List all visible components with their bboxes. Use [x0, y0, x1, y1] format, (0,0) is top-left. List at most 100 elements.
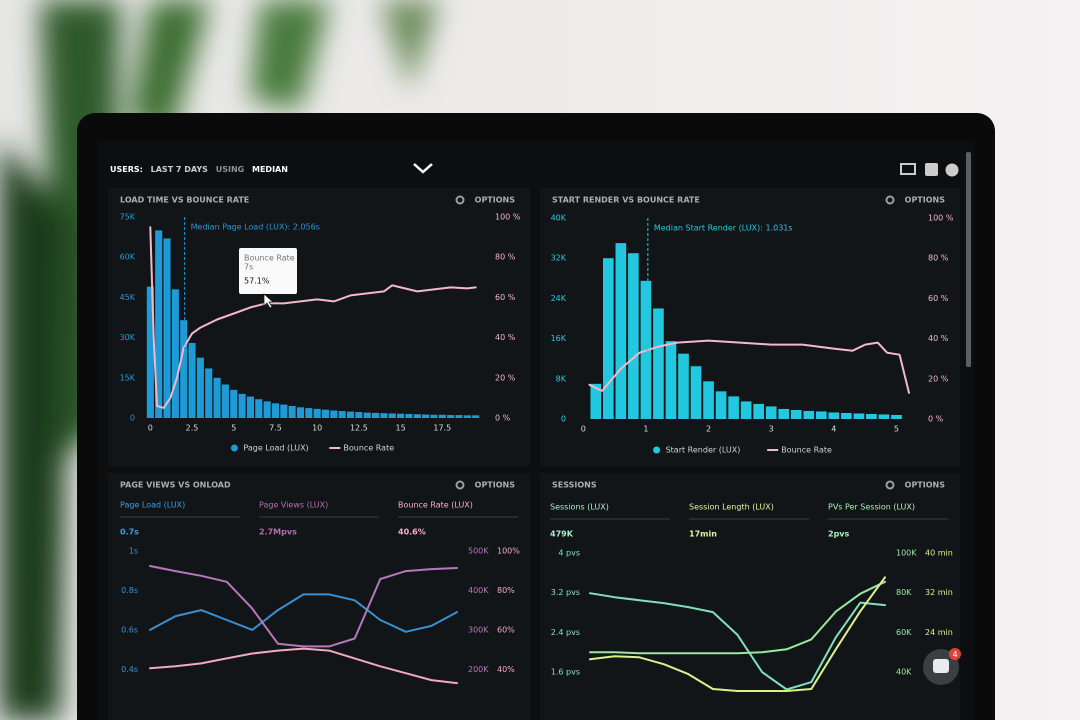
metric-value: 479K [550, 530, 574, 539]
bar [447, 415, 455, 418]
metric-value: 0.7s [120, 528, 139, 537]
y-tick-label: 8K [556, 374, 567, 383]
title-part: USING [216, 165, 245, 174]
monitor-icon[interactable] [900, 163, 916, 175]
y2-tick-label: 100K [896, 549, 917, 558]
x-tick-label: 5 [231, 424, 236, 433]
panel [108, 473, 530, 720]
bar [715, 391, 727, 419]
chart: SESSIONS OPTIONS 1.6 pvs 2.4 pvs 3.2 pvs 4 pv… [550, 480, 953, 692]
legend-marker [653, 446, 661, 454]
y-tick-label: 40K [551, 214, 567, 223]
chat-icon [933, 659, 949, 673]
bar [155, 230, 163, 418]
bar [891, 414, 902, 419]
x-tick-label: 7.5 [269, 424, 282, 433]
bar [372, 412, 380, 418]
metric-value: 2pvs [828, 530, 850, 539]
bar [280, 404, 288, 418]
y-tick-label: 0 [130, 414, 135, 423]
dropdown-icon[interactable] [413, 163, 433, 174]
bar [740, 401, 752, 419]
chart-icon[interactable] [925, 163, 938, 176]
options-button[interactable]: OPTIONS [905, 196, 946, 205]
tooltip-title: Bounce Rate [244, 254, 295, 263]
y-tick-label: 60K [120, 253, 136, 262]
metric-value: 17min [689, 530, 717, 539]
help-icon[interactable] [945, 163, 959, 177]
y2-tick-label: 80 % [495, 253, 516, 262]
tooltip [239, 248, 297, 294]
y-tick-label: 1s [129, 547, 138, 556]
options-button[interactable]: OPTIONS [475, 196, 516, 205]
bar [815, 411, 827, 419]
bar [397, 413, 405, 418]
bar [590, 383, 602, 419]
y2-tick-label: 20 % [495, 373, 516, 382]
y2-tick-label: 80K [896, 588, 912, 597]
y2-tick-label: 300K [468, 625, 489, 634]
bar [255, 399, 263, 418]
y-tick-label: 1.6 pvs [551, 668, 580, 677]
metric-name: Session Length (LUX) [689, 503, 774, 512]
y3-tick-label: 32 min [925, 588, 953, 597]
x-tick-label: 15 [395, 424, 405, 433]
line [589, 592, 886, 691]
bar [878, 414, 890, 419]
x-tick-label: 10 [312, 424, 322, 433]
panel-title: SESSIONS [552, 481, 597, 490]
options-button[interactable]: OPTIONS [475, 481, 516, 490]
x-tick-label: 2 [706, 425, 711, 434]
bar [765, 406, 777, 419]
metric-name: Sessions (LUX) [550, 503, 609, 512]
dashboard: USERS: LAST 7 DAYS USING MEDIAN LOAD TIM… [108, 163, 960, 720]
y-tick-label: 2.4 pvs [551, 628, 580, 637]
options-icon[interactable] [885, 480, 895, 490]
y2-tick-label: 400K [468, 586, 489, 595]
bar [180, 320, 188, 418]
y2-tick-label: 100 % [928, 214, 954, 223]
line [149, 565, 458, 648]
dashboard-title[interactable]: USERS: LAST 7 DAYS USING MEDIAN [110, 165, 288, 174]
options-button[interactable]: OPTIONS [905, 481, 946, 490]
bar [413, 414, 421, 418]
bar [305, 408, 313, 418]
y-tick-label: 3.2 pvs [551, 588, 580, 597]
options-icon[interactable] [455, 195, 465, 205]
bar [405, 413, 413, 418]
y3-tick-label: 100% [497, 547, 520, 556]
y2-tick-label: 60 % [928, 294, 949, 303]
y2-tick-label: 200K [468, 665, 489, 674]
chart: LOAD TIME VS BOUNCE RATE OPTIONS 0 15K 30K 45… [120, 195, 521, 453]
bar [678, 353, 689, 419]
scrollbar[interactable] [966, 152, 971, 367]
y-tick-label: 0.8s [121, 586, 138, 595]
legend-label: Bounce Rate [343, 444, 394, 453]
bar [472, 415, 480, 418]
bar [238, 393, 246, 418]
y-tick-label: 15K [120, 373, 136, 382]
x-tick-label: 5 [894, 425, 899, 434]
bar [346, 411, 355, 418]
bar [753, 403, 764, 419]
x-tick-label: 4 [831, 425, 836, 434]
y2-tick-label: 0 % [928, 415, 944, 424]
bar [146, 286, 154, 418]
bar [263, 401, 271, 418]
tooltip-x: 7s [244, 263, 253, 272]
y-tick-label: 32K [551, 254, 567, 263]
metric-name: Page Load (LUX) [120, 501, 185, 510]
bar [163, 238, 171, 418]
x-tick-label: 1 [643, 425, 648, 434]
title-part: LAST 7 DAYS [151, 165, 209, 174]
y2-tick-label: 80 % [928, 254, 949, 263]
bar [213, 377, 221, 418]
x-tick-label: 12.5 [350, 424, 368, 433]
options-icon[interactable] [455, 480, 465, 490]
bar [246, 396, 254, 418]
y-tick-label: 30K [120, 333, 136, 342]
x-tick-label: 0 [581, 425, 586, 434]
bar [778, 408, 790, 419]
options-icon[interactable] [885, 195, 895, 205]
bar [355, 412, 363, 418]
